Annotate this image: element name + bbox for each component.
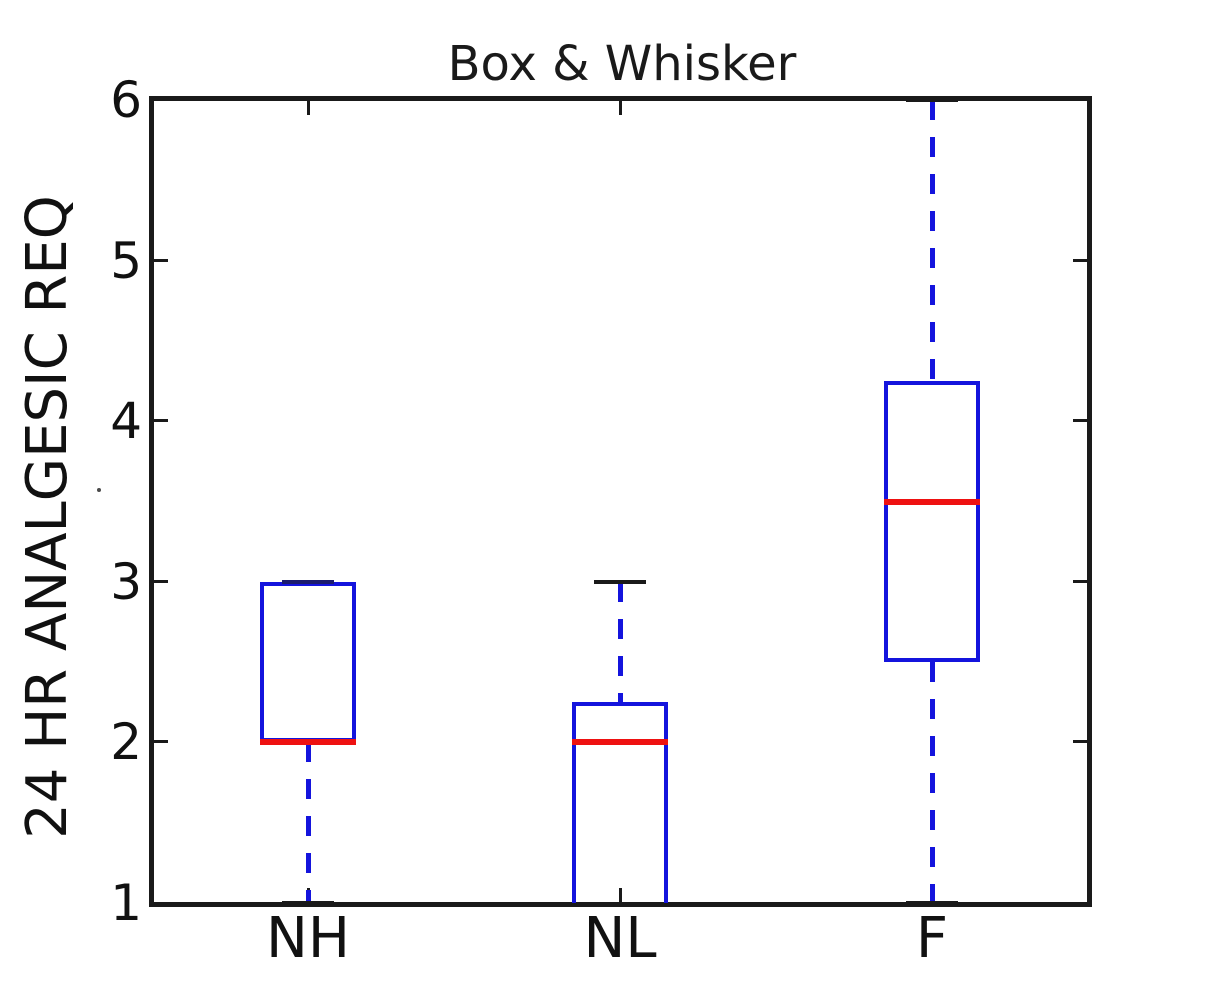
x-tick-label-f: F (915, 906, 949, 971)
y-tick-left (154, 579, 168, 583)
y-tick-left (154, 740, 168, 744)
x-tick-bottom (618, 888, 622, 902)
high-cap-nh (282, 579, 334, 584)
y-tick-right (1073, 740, 1087, 744)
chart-title: Box & Whisker (447, 36, 797, 92)
y-tick-label: 6 (110, 71, 142, 129)
high-cap-f (906, 98, 958, 102)
median-nl (572, 739, 668, 746)
y-tick-label: 2 (110, 713, 142, 772)
lower-whisker-f (929, 662, 935, 903)
upper-whisker-nl (617, 581, 623, 703)
box-nh (260, 581, 356, 743)
median-nh (260, 739, 356, 746)
artifact-speck (97, 488, 101, 492)
x-tick-label-nl: NL (583, 906, 657, 971)
low-cap-nh (282, 901, 334, 905)
y-tick-right (1073, 579, 1087, 583)
y-tick-right (1073, 258, 1087, 262)
x-tick-top (618, 101, 622, 115)
y-tick-label: 5 (110, 231, 142, 290)
x-tick-top (306, 101, 310, 115)
box-f (884, 381, 980, 663)
y-tick-left (154, 419, 168, 423)
y-tick-label: 1 (110, 874, 142, 932)
median-f (884, 498, 980, 505)
y-tick-label: 3 (110, 552, 142, 611)
box-nl (572, 702, 668, 903)
x-tick-label-nh: NH (266, 906, 350, 971)
plot-area (149, 96, 1092, 907)
y-tick-right (1073, 419, 1087, 423)
y-tick-left (154, 258, 168, 262)
upper-whisker-f (929, 100, 935, 382)
low-cap-f (906, 901, 958, 905)
lower-whisker-nh (305, 742, 311, 903)
y-tick-label: 4 (110, 392, 142, 451)
high-cap-nl (594, 579, 646, 584)
